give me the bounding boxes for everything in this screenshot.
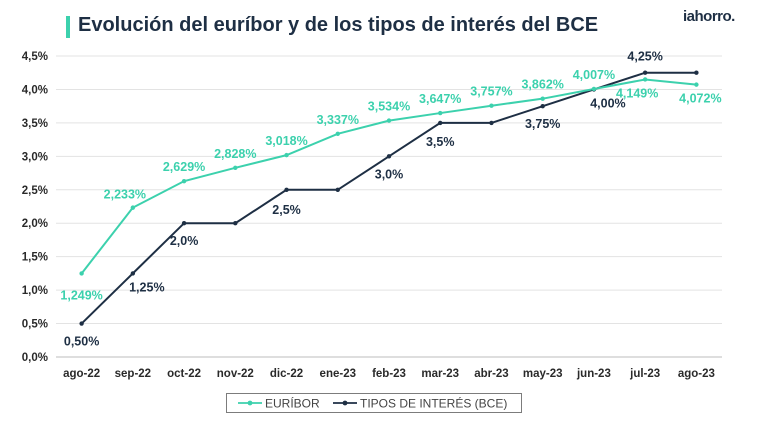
euribor-data-label: 4,072% (679, 92, 721, 106)
y-tick-label: 3,0% (22, 151, 48, 163)
euribor-data-label: 3,337% (317, 113, 359, 127)
x-tick-label: jun-23 (576, 368, 611, 380)
bce-data-label: 3,5% (426, 135, 455, 149)
bce-data-label: 1,25% (129, 280, 164, 294)
bce-point (386, 154, 392, 159)
x-tick-label: ene-23 (320, 368, 356, 380)
euribor-data-label: 2,233% (104, 188, 146, 202)
chart-title: Evolución del euríbor y de los tipos de … (78, 14, 599, 36)
x-tick-label: mar-23 (421, 368, 459, 380)
y-tick-label: 3,5% (22, 118, 48, 130)
euribor-data-label: 3,757% (470, 85, 512, 99)
bce-point (438, 120, 443, 126)
bce-point (181, 221, 187, 226)
euribor-point (79, 271, 84, 276)
y-tick-label: 2,0% (22, 218, 48, 230)
y-tick-label: 4,0% (22, 84, 48, 96)
bce-data-label: 3,75% (525, 117, 560, 131)
x-tick-label: sep-22 (115, 368, 151, 380)
legend-marker-euribor (247, 400, 253, 406)
euribor-point (284, 152, 289, 158)
euribor-point (130, 205, 136, 210)
y-tick-label: 0,0% (22, 352, 48, 364)
bce-data-label: 0,50% (64, 335, 99, 349)
brand-logo: iahorro. (683, 8, 735, 25)
x-tick-label: nov-22 (217, 368, 254, 380)
y-tick-label: 4,5% (22, 51, 48, 63)
bce-data-label: 4,00% (590, 96, 625, 110)
bce-point (233, 221, 238, 226)
euribor-point (540, 96, 545, 101)
euribor-data-label: 3,018% (265, 134, 307, 148)
euribor-point (335, 131, 340, 136)
title-accent-bar (66, 16, 70, 38)
bce-point (130, 271, 136, 276)
x-tick-label: jul-23 (629, 368, 660, 380)
bce-point (284, 187, 289, 192)
euribor-point (591, 86, 597, 92)
x-tick-label: may-23 (523, 368, 563, 380)
x-tick-label: abr-23 (474, 368, 509, 380)
euribor-data-label: 4,149% (616, 86, 658, 100)
euribor-data-label: 3,647% (419, 92, 461, 106)
euribor-data-label: 1,249% (60, 288, 102, 302)
euribor-data-label: 3,534% (368, 100, 410, 114)
legend-box (226, 393, 522, 413)
bce-point (489, 120, 494, 126)
euribor-point (233, 165, 238, 171)
euribor-data-label: 4,007% (573, 68, 615, 82)
legend-label-bce: TIPOS DE INTERÉS (BCE) (360, 396, 507, 411)
euribor-point (386, 118, 392, 123)
bce-point (540, 103, 545, 109)
euribor-data-label: 2,828% (214, 147, 256, 161)
x-tick-label: dic-22 (270, 368, 303, 380)
legend-label-euribor: EURÍBOR (265, 396, 320, 411)
euribor-point (642, 77, 648, 82)
x-tick-label: ago-22 (63, 368, 100, 380)
x-tick-label: ago-23 (678, 368, 715, 380)
bce-point (642, 70, 648, 75)
bce-data-label: 2,5% (272, 203, 301, 217)
euribor-data-label: 3,862% (521, 78, 563, 92)
bce-point (335, 187, 340, 192)
bce-data-label: 3,0% (375, 167, 404, 181)
bce-point (79, 321, 84, 326)
y-tick-label: 1,0% (22, 285, 48, 297)
bce-data-label: 2,0% (170, 234, 199, 248)
euribor-point (489, 103, 494, 108)
bce-data-label: 4,25% (627, 50, 662, 64)
euribor-point (181, 178, 187, 184)
y-tick-label: 1,5% (22, 252, 48, 264)
x-tick-label: oct-22 (167, 368, 201, 380)
legend-marker-bce (342, 400, 348, 406)
x-tick-label: feb-23 (372, 368, 406, 380)
y-tick-label: 2,5% (22, 185, 48, 197)
bce-point (694, 70, 699, 75)
euribor-point (694, 82, 699, 87)
y-tick-label: 0,5% (22, 319, 48, 331)
euribor-point (438, 110, 443, 116)
euribor-data-label: 2,629% (163, 160, 205, 174)
